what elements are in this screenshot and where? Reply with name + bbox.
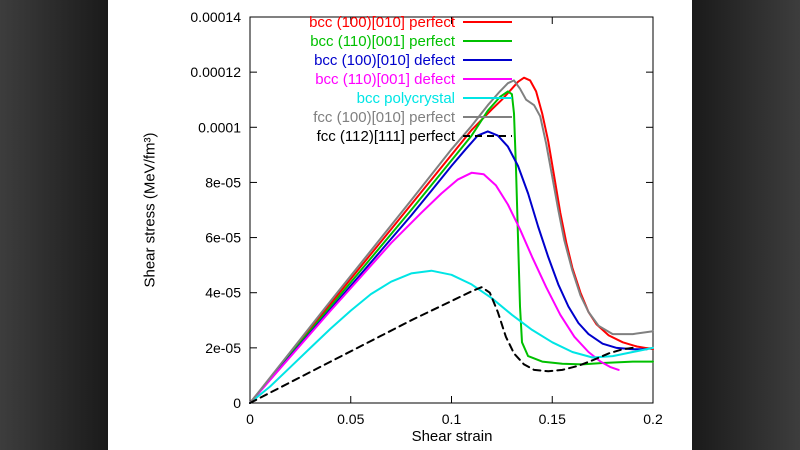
series-fcc-112-111-perfect (249, 286, 634, 404)
letterbox-right (692, 0, 800, 450)
y-tick-label: 0.00014 (190, 9, 241, 25)
y-tick-label: 0.00012 (190, 64, 241, 80)
letterbox-left (0, 0, 108, 450)
y-tick-label: 0.0001 (198, 119, 241, 135)
legend-label-fcc-112-111-perfect: fcc (112)[111] perfect (317, 128, 456, 145)
legend-label-bcc-100-010-perfect: bcc (100)[010] perfect (309, 14, 456, 31)
y-axis-label: Shear stress (MeV/fm³) (141, 132, 159, 288)
y-tick-label: 8e-05 (205, 174, 241, 190)
y-tick-label: 0 (233, 395, 241, 411)
x-tick-label: 0.2 (643, 411, 663, 427)
x-tick-label: 0 (246, 411, 254, 427)
x-tick-label: 0.1 (442, 411, 462, 427)
x-tick-label: 0.05 (337, 411, 364, 427)
series-bcc-110-001-defect (249, 171, 620, 404)
series-bcc-polycrystal (249, 269, 654, 404)
y-tick-label: 6e-05 (205, 230, 241, 246)
legend-label-bcc-110-001-perfect: bcc (110)[001] perfect (310, 33, 456, 50)
legend-label-bcc-110-001-defect: bcc (110)[001] defect (315, 71, 456, 88)
legend-label-bcc-100-010-defect: bcc (100)[010] defect (314, 52, 456, 69)
x-axis-label: Shear strain (411, 428, 493, 445)
legend-label-bcc-polycrystal: bcc polycrystal (357, 90, 455, 107)
y-tick-label: 4e-05 (205, 285, 241, 301)
series-bcc-100-010-defect (249, 130, 648, 404)
y-tick-label: 2e-05 (205, 340, 241, 356)
series-bcc-110-001-perfect (249, 90, 654, 404)
legend-label-fcc-100-010-perfect: fcc (100)[010] perfect (313, 109, 456, 126)
x-tick-label: 0.15 (539, 411, 566, 427)
series-fcc-100-010-perfect (249, 79, 654, 404)
